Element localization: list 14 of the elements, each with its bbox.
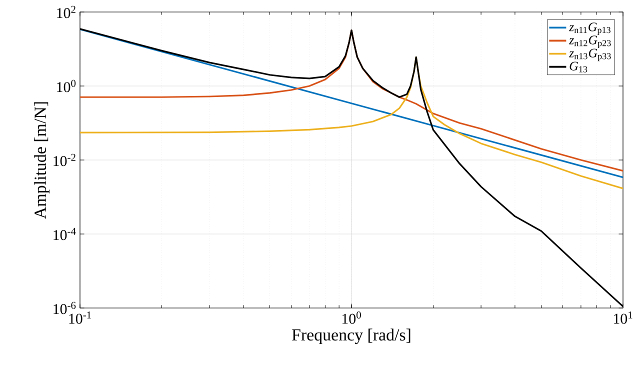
legend-label: z$_{n13}$G$_{p33}$ [568,48,611,62]
y-tick-label: 10$^{-6}$ [54,302,76,314]
y-tick-label: 10$^{0}$ [57,80,76,92]
y-axis-title: Amplitude [m/N] [34,102,50,219]
legend-label: z$_{n11}$G$_{p13}$ [568,22,610,35]
y-tick-label: 10$^{2}$ [57,6,76,18]
y-tick-label: 10$^{-4}$ [54,228,76,240]
x-tick-label: 10$^{1}$ [614,312,632,324]
y-tick-label: 10$^{-2}$ [54,154,76,166]
x-tick-label: 10$^{-1}$ [69,312,91,324]
x-axis-title: Frequency [rad/s] [292,328,410,344]
x-tick-label: 10$^{0}$ [342,312,361,324]
legend-label: G$_{13}$ [570,62,588,72]
legend-label: z$_{n12}$G$_{p23}$ [568,36,611,48]
